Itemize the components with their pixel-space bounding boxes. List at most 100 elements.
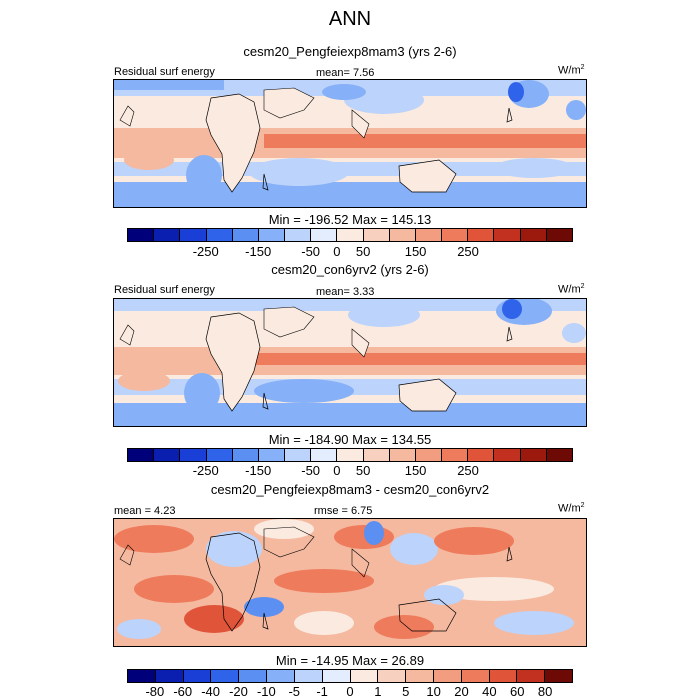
panel-3-field: [114, 519, 586, 646]
colorbar-swatch: [337, 449, 364, 461]
colorbar-swatch: [232, 449, 259, 461]
colorbar-swatch: [211, 670, 240, 682]
colorbar-tick-label: 0: [333, 244, 341, 259]
colorbar-swatch: [206, 449, 233, 461]
colorbar-swatch: [363, 449, 390, 461]
panel-1-title: cesm20_Pengfeiexp8mam3 (yrs 2-6): [243, 44, 457, 59]
colorbar-swatch: [350, 670, 379, 682]
panel-3-title: cesm20_Pengfeiexp8mam3 - cesm20_con6yrv2: [210, 482, 490, 497]
colorbar-swatch: [183, 670, 212, 682]
panel-2-units: W/m2: [558, 283, 585, 296]
colorbar-tick-label: 50: [355, 244, 371, 259]
colorbar-swatch: [206, 229, 233, 241]
colorbar-tick-label: -40: [201, 684, 221, 699]
colorbar-tick-label: 10: [426, 684, 441, 699]
colorbar-swatch: [154, 229, 181, 241]
panel-1-variable-label: Residual surf energy: [114, 66, 215, 78]
colorbar-tick-label: 20: [454, 684, 469, 699]
panel-3-map: [113, 518, 587, 647]
colorbar-swatch: [363, 229, 390, 241]
panel-2-mean-label: mean= 3.33: [316, 286, 375, 298]
colorbar-tick-label: 0: [346, 684, 354, 699]
colorbar-swatch: [258, 449, 286, 461]
colorbar-swatch: [128, 229, 155, 241]
colorbar-tick-label: -10: [256, 684, 276, 699]
panel-2-map: [113, 298, 587, 427]
panel-3-colorbar: [127, 669, 573, 683]
panel-3-units: W/m2: [558, 502, 585, 515]
colorbar-swatch: [415, 449, 443, 461]
colorbar-tick-label: 150: [404, 244, 427, 259]
colorbar-tick-label: 60: [510, 684, 525, 699]
colorbar-swatch: [337, 229, 364, 241]
colorbar-swatch: [378, 670, 407, 682]
colorbar-swatch: [322, 670, 351, 682]
colorbar-swatch: [311, 449, 338, 461]
panel-1-colorbar-ticks: -250 -150 -50 0 50 150 250: [127, 244, 573, 260]
colorbar-swatch: [415, 229, 443, 241]
colorbar-swatch: [294, 670, 323, 682]
panel-2-colorbar: [127, 448, 573, 462]
colorbar-tick-label: -20: [229, 684, 248, 699]
panel-1-field: [114, 80, 586, 207]
colorbar-tick-label: -150: [245, 244, 272, 259]
panel-1-minmax: Min = -196.52 Max = 145.13: [268, 212, 432, 227]
colorbar-swatch: [468, 229, 495, 241]
colorbar-tick-label: -150: [245, 463, 272, 478]
panel-3-rmse-label: rmse = 6.75: [314, 505, 373, 517]
colorbar-swatch: [442, 229, 469, 241]
panel-1-map: [113, 79, 587, 208]
colorbar-swatch: [517, 670, 546, 682]
colorbar-tick-label: -5: [288, 684, 301, 699]
colorbar-swatch: [546, 449, 572, 461]
colorbar-swatch: [180, 229, 207, 241]
panel-2-minmax: Min = -184.90 Max = 134.55: [268, 432, 432, 447]
colorbar-swatch: [258, 229, 286, 241]
colorbar-swatch: [267, 670, 295, 682]
colorbar-swatch: [389, 449, 416, 461]
colorbar-tick-label: 1: [374, 684, 382, 699]
colorbar-swatch: [442, 449, 469, 461]
colorbar-swatch: [285, 229, 312, 241]
colorbar-swatch: [128, 449, 155, 461]
colorbar-tick-label: 40: [482, 684, 497, 699]
colorbar-swatch: [520, 229, 547, 241]
colorbar-swatch: [433, 670, 462, 682]
colorbar-swatch: [406, 670, 434, 682]
panel-2-colorbar-ticks: -250 -150 -50 0 50 150 250: [127, 463, 573, 479]
colorbar-swatch: [520, 449, 547, 461]
colorbar-swatch: [546, 229, 572, 241]
colorbar-swatch: [180, 449, 207, 461]
panel-2-title: cesm20_con6yrv2 (yrs 2-6): [271, 262, 429, 277]
colorbar-tick-label: -250: [192, 463, 219, 478]
figure-title: ANN: [328, 8, 372, 30]
panel-1-colorbar: [127, 228, 573, 242]
colorbar-swatch: [389, 229, 416, 241]
colorbar-swatch: [494, 229, 521, 241]
panel-2-field: [114, 299, 586, 426]
colorbar-swatch: [494, 449, 521, 461]
colorbar-tick-label: 150: [404, 463, 427, 478]
colorbar-tick-label: -50: [301, 244, 321, 259]
panel-3-colorbar-ticks: -80 -60 -40 -20 -10 -5 -1 0 1 5 10 20 40 60 80: [127, 684, 573, 700]
colorbar-swatch: [489, 670, 518, 682]
panel-1-mean-label: mean= 7.56: [316, 67, 375, 79]
panel-1-units: W/m2: [558, 64, 585, 77]
colorbar-tick-label: 250: [457, 244, 479, 259]
colorbar-tick-label: 80: [537, 684, 553, 699]
colorbar-swatch: [311, 229, 338, 241]
colorbar-swatch: [285, 449, 312, 461]
panel-3-mean-label: mean = 4.23: [114, 505, 176, 517]
panel-3-minmax: Min = -14.95 Max = 26.89: [275, 653, 425, 668]
colorbar-tick-label: -60: [173, 684, 193, 699]
colorbar-swatch: [461, 670, 490, 682]
colorbar-swatch: [468, 449, 495, 461]
colorbar-swatch: [545, 670, 572, 682]
colorbar-tick-label: -250: [192, 244, 219, 259]
colorbar-tick-label: -1: [316, 684, 328, 699]
panel-2-variable-label: Residual surf energy: [114, 284, 215, 296]
colorbar-swatch: [239, 670, 268, 682]
colorbar-tick-label: -50: [301, 463, 321, 478]
colorbar-swatch: [154, 449, 181, 461]
colorbar-swatch: [155, 670, 184, 682]
